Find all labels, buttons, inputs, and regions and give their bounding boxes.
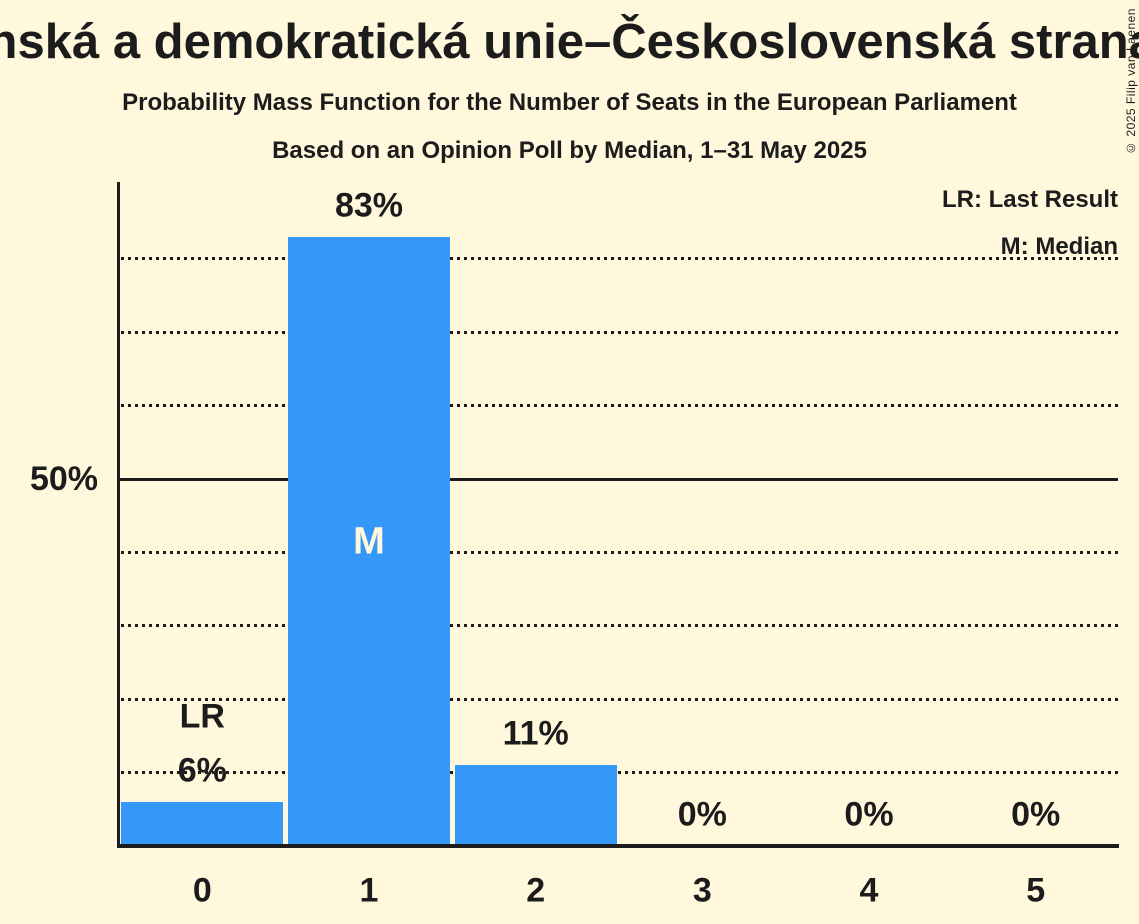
bar-2 <box>454 765 617 847</box>
bar-value-label-2: 11% <box>502 714 569 753</box>
gridline-40 <box>121 550 1118 554</box>
x-tick-label-1: 1 <box>359 871 379 910</box>
chart-title: Křesťanská a demokratická unie–Českoslov… <box>0 15 1139 69</box>
bar-value-label-1: 83% <box>334 186 404 225</box>
gridline-60 <box>121 404 1118 408</box>
x-tick-label-0: 0 <box>192 871 212 910</box>
median-marker-label: M <box>353 520 385 563</box>
bar-value-label-3: 0% <box>677 795 727 834</box>
gridline-30 <box>121 624 1118 628</box>
gridline-70 <box>121 330 1118 334</box>
gridline-10 <box>121 771 1118 775</box>
last-result-marker-label: LR <box>179 697 225 736</box>
y-axis-line <box>117 182 120 847</box>
legend-median: M: Median <box>1000 233 1118 260</box>
x-tick-label-2: 2 <box>526 871 546 910</box>
gridline-20 <box>121 697 1118 701</box>
bar-value-label-0: 6% <box>177 751 227 790</box>
x-tick-label-4: 4 <box>859 871 879 910</box>
gridline-80 <box>121 257 1118 261</box>
chart-subtitle: Probability Mass Function for the Number… <box>122 89 1017 116</box>
x-tick-label-5: 5 <box>1026 871 1046 910</box>
bar-0 <box>121 801 284 847</box>
y-axis-tick-label-50: 50% <box>29 460 98 498</box>
gridline-50-solid <box>119 477 1118 481</box>
bar-1 <box>288 236 450 847</box>
chart-poll-info: Based on an Opinion Poll by Median, 1–31… <box>272 137 867 164</box>
bar-value-label-5: 0% <box>1011 795 1061 834</box>
x-tick-label-3: 3 <box>692 871 712 910</box>
legend-last-result: LR: Last Result <box>941 186 1118 213</box>
x-axis-line <box>117 844 1119 848</box>
bar-value-label-4: 0% <box>844 795 894 834</box>
